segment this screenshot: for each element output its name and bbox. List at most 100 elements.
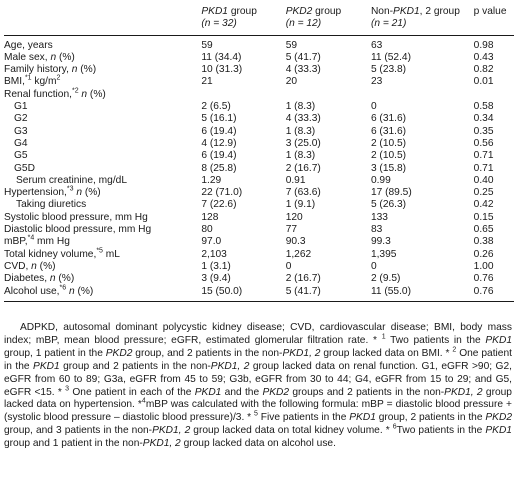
- footnote-3-text-f: PKD1, 2: [444, 386, 483, 398]
- footnote-1-text-f: PKD1, 2: [282, 347, 321, 359]
- row-label: Diabetes, n (%): [4, 273, 201, 285]
- value-p: 0.34: [473, 113, 494, 125]
- row-label: Diastolic blood pressure, mm Hg: [4, 224, 201, 236]
- value-pkd1: 1 (3.1): [201, 260, 231, 272]
- footnote-3-text-e: groups and 2 patients in the non-: [289, 386, 445, 398]
- row-label-label: Hypertension,: [4, 187, 67, 199]
- row-label-label: Age, years: [4, 39, 53, 51]
- footnote-2-marker: *: [442, 347, 453, 359]
- value-p: 0.82: [473, 64, 494, 76]
- row-label-label: Family history,: [4, 64, 72, 76]
- row-label-label: Serum creatinine, mg/dL: [16, 174, 127, 186]
- table-row: Family history, n (%) 10 (31.3) 4 (33.3) 5 …: [4, 64, 514, 76]
- row-label-label: Alcohol use,: [4, 285, 60, 297]
- header-non-name: PKD1: [393, 6, 420, 17]
- header-pkd1-suffix: group: [227, 6, 257, 17]
- footnote-3-text-d: PKD2: [262, 386, 290, 398]
- footnote-1-text-c: group, 1 patient in the: [4, 347, 106, 359]
- row-label-label-tail: (%): [77, 64, 97, 76]
- footnote-3-text-c: and the: [221, 386, 263, 398]
- row-label-label-tail: kg/m: [31, 76, 57, 88]
- value-pkd2: 0: [285, 260, 292, 272]
- footnote-5-text-f: PKD1, 2: [152, 425, 191, 437]
- header-non-n: (n = 21): [370, 18, 407, 30]
- table-row: Male sex, n (%) 11 (34.4) 5 (41.7) 11 (52.4…: [4, 52, 514, 64]
- value-pkd1: 10 (31.3): [201, 64, 243, 76]
- value-pkd2: [286, 89, 371, 101]
- value-pkd1: 22 (71.0): [201, 187, 243, 199]
- row-label: Alcohol use,*6 n (%): [4, 284, 201, 302]
- value-pkd1: 97.0: [201, 236, 222, 248]
- value-p: 0.76: [473, 273, 494, 285]
- row-label-sup: *5: [96, 247, 103, 255]
- table-row: Renal function,*2 n (%): [4, 87, 514, 101]
- table-row: Diastolic blood pressure, mm Hg 80 77 83 0.6…: [4, 224, 514, 236]
- footnote-6-text-c: group and 1 patient in the non-: [4, 438, 143, 450]
- table-row: Serum creatinine, mg/dL 1.29 0.91 0.99 0.40: [4, 175, 514, 187]
- value-non-pkd: 83: [370, 224, 383, 236]
- footnote-5-marker: *: [244, 412, 254, 424]
- footnote-4-text: mBP was calculated with the following fo…: [4, 399, 513, 424]
- value-pkd2: 5 (41.7): [285, 51, 321, 63]
- row-label-sup: *6: [59, 284, 67, 292]
- row-label-label-it: n: [66, 285, 75, 297]
- row-label-label-tail: (%): [87, 88, 106, 100]
- value-pkd1: 6 (19.4): [201, 150, 237, 162]
- value-p: 0.42: [473, 199, 494, 211]
- row-label: G3: [4, 126, 201, 138]
- value-non-pkd: 11 (52.4): [370, 51, 411, 63]
- table-row: Diabetes, n (%) 3 (9.4) 2 (16.7) 2 (9.5) 0.7…: [4, 273, 514, 285]
- row-label: G2: [4, 113, 201, 125]
- table-row: Hypertension,*3 n (%) 22 (71.0) 7 (63.6) 17…: [4, 186, 514, 199]
- row-label-label: Male sex,: [4, 51, 51, 63]
- footnote-5-text-b: PKD1: [349, 412, 376, 424]
- value-non-pkd: 6 (31.6): [370, 113, 407, 125]
- header-pkd2-suffix: group: [312, 6, 342, 17]
- value-non-pkd: 2 (9.5): [370, 273, 401, 285]
- value-p: 0.26: [473, 248, 494, 260]
- footnote-1-marker: *: [368, 334, 382, 346]
- value-pkd1: 80: [201, 224, 213, 236]
- value-pkd1: [201, 89, 285, 101]
- value-pkd2: 1 (8.3): [285, 125, 316, 137]
- row-label-label: BMI,: [4, 76, 25, 88]
- table-row: G5D 8 (25.8) 2 (16.7) 3 (15.8) 0.71: [4, 163, 514, 175]
- table-row: Alcohol use,*6 n (%) 15 (50.0) 5 (41.7) 11 …: [4, 284, 514, 302]
- row-label: Taking diuretics: [4, 199, 201, 211]
- row-label-label: G1: [14, 101, 28, 113]
- value-pkd2: 5 (41.7): [285, 285, 321, 297]
- table-row: mBP,*4 mm Hg 97.0 90.3 99.3 0.38: [4, 235, 514, 248]
- value-pkd1: 128: [201, 211, 219, 223]
- row-label: Age, years: [4, 35, 201, 52]
- footnote-6-sup: 6: [392, 423, 397, 431]
- row-label: BMI,*1 kg/m2: [4, 75, 201, 88]
- row-label-label-it: n: [73, 187, 82, 199]
- value-non-pkd: 2 (10.5): [370, 137, 407, 149]
- header-non-suffix: , 2 group: [419, 6, 460, 17]
- value-non-pkd: 2 (10.5): [370, 150, 407, 162]
- value-pkd2: 77: [285, 224, 298, 236]
- header-pkd1-name: PKD1: [201, 6, 228, 17]
- value-p: 0.71: [473, 150, 494, 162]
- value-pkd2: 1,262: [285, 248, 312, 260]
- value-pkd2: 59: [285, 39, 298, 51]
- value-non-pkd: 0: [370, 260, 377, 272]
- row-label-label: mBP,: [4, 236, 28, 248]
- value-p: 1.00: [473, 260, 494, 272]
- footnote-5-text-g: group lacked data on total kidney volume…: [190, 425, 383, 437]
- value-p: 0.25: [473, 187, 494, 199]
- value-non-pkd: 63: [370, 39, 383, 51]
- footnote-3-text-g: group lacked data on hypertension.: [4, 386, 512, 411]
- row-label-label-tail: (%): [36, 260, 56, 272]
- footnote-1-text-a: Two patients in the: [385, 334, 486, 346]
- value-pkd1: 5 (16.1): [201, 113, 237, 125]
- footnote-6-text-e: group lacked data on alcohol use.: [180, 438, 336, 450]
- row-label-label-it: n: [50, 51, 57, 63]
- footnote-5-text-e: group, and 3 patients in the non-: [4, 425, 153, 437]
- value-non-pkd: 5 (26.3): [370, 199, 407, 211]
- table-row: G3 6 (19.4) 1 (8.3) 6 (31.6) 0.35: [4, 126, 514, 138]
- value-p: 0.98: [473, 39, 494, 51]
- row-label-label: Renal function,: [4, 88, 72, 100]
- row-label: G5: [4, 150, 201, 162]
- row-label-label-it: n: [78, 88, 88, 100]
